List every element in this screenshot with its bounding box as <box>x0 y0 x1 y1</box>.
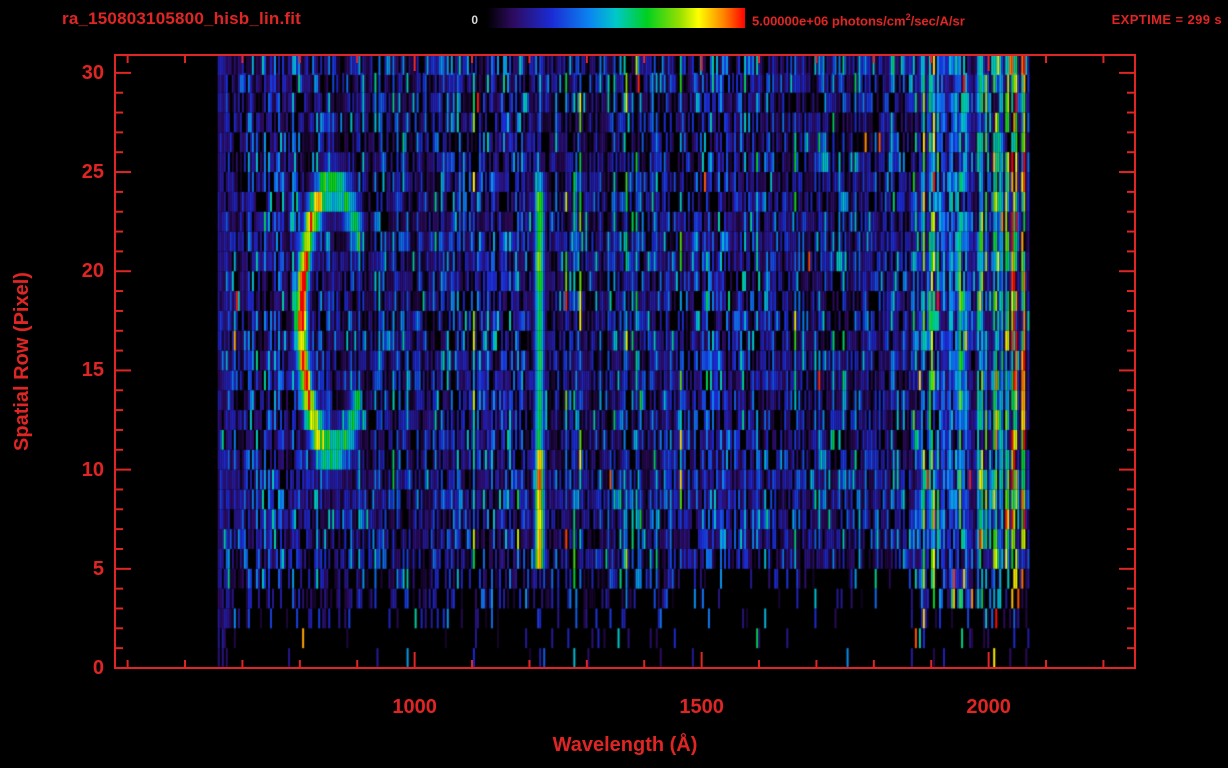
x-axis-label: Wavelength (Å) <box>552 734 698 756</box>
x-tick-label: 1500 <box>679 696 724 718</box>
exptime-label: EXPTIME = 299 s <box>1111 12 1222 27</box>
spectral-heatmap-canvas <box>115 55 1135 668</box>
x-tick-label: 2000 <box>966 696 1011 718</box>
y-tick-label: 30 <box>81 61 104 84</box>
y-tick-label: 10 <box>81 458 104 481</box>
y-tick-label: 0 <box>92 657 104 679</box>
colorbar-units-prefix: photons/cm <box>828 13 906 29</box>
colorbar-units-sup: 2 <box>905 12 911 22</box>
x-tick-label: 1000 <box>392 696 437 718</box>
colorbar-units-suffix: /sec/A/sr <box>910 13 965 29</box>
y-axis-label: Spatial Row (Pixel) <box>0 55 44 668</box>
y-axis-label-text: Spatial Row (Pixel) <box>10 272 33 451</box>
y-tick-label: 25 <box>81 161 104 184</box>
colorbar-max-value: 5.00000e+06 <box>752 13 829 29</box>
y-tick-label: 15 <box>81 359 104 382</box>
colorbar <box>487 8 745 28</box>
y-tick-label: 20 <box>81 260 104 283</box>
page-title: ra_150803105800_hisb_lin.fit <box>62 9 302 28</box>
y-tick-label: 5 <box>92 557 104 580</box>
colorbar-max-label: 5.00000e+06 photons/cm2/sec/A/sr <box>752 12 965 28</box>
colorbar-min-label: 0 <box>471 13 478 27</box>
